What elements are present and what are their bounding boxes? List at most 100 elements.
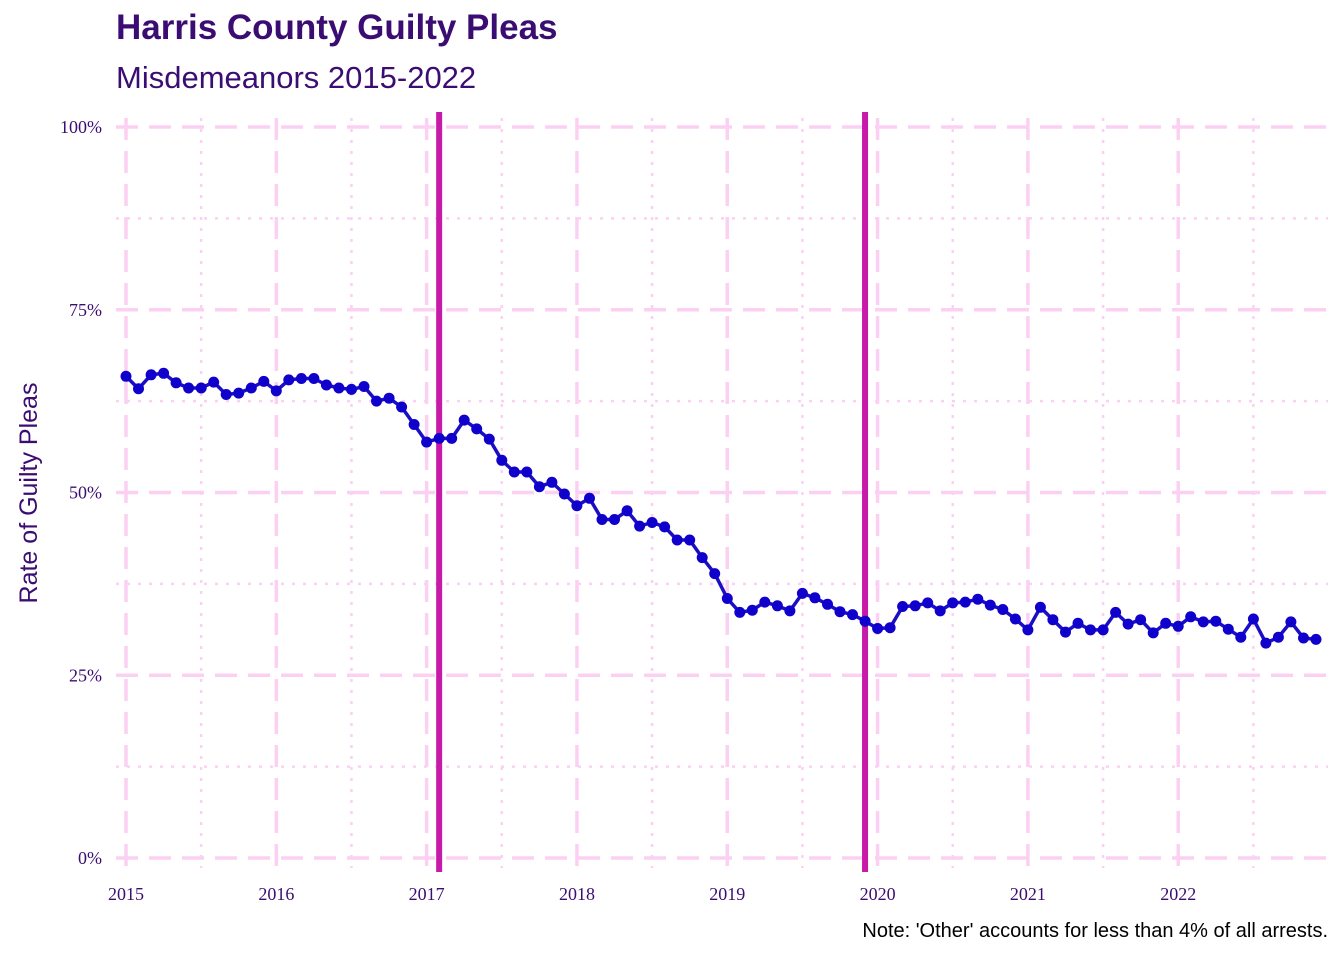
data-point (558, 488, 570, 500)
data-point (571, 500, 583, 512)
data-point (709, 568, 721, 580)
x-tick-label: 2019 (709, 884, 745, 904)
data-point (984, 599, 996, 611)
event-lines (436, 112, 869, 872)
chart-subtitle: Misdemeanors 2015-2022 (116, 60, 477, 95)
data-point (934, 605, 946, 617)
series-line (124, 371, 1317, 645)
data-point (859, 615, 871, 627)
data-point (521, 466, 533, 478)
data-point (1135, 614, 1147, 626)
data-point (1222, 623, 1234, 635)
data-point (922, 597, 934, 609)
data-point (972, 593, 984, 605)
data-point (1147, 627, 1159, 639)
series-line-path (124, 371, 1317, 645)
data-point (1085, 624, 1096, 636)
data-point (458, 414, 470, 426)
data-point (1072, 617, 1084, 629)
data-point (621, 505, 633, 517)
y-tick-label: 100% (60, 117, 102, 137)
data-point (158, 367, 170, 379)
data-point (245, 382, 257, 394)
data-point (546, 476, 558, 488)
data-point (947, 597, 959, 609)
x-tick-label: 2015 (108, 884, 144, 904)
x-axis-ticks: 2015 2016 2017 2018 2019 2020 2021 2022 (108, 884, 1196, 904)
data-point (320, 379, 332, 391)
data-point (421, 436, 433, 448)
data-point (847, 609, 858, 621)
x-tick-label: 2017 (409, 884, 445, 904)
y-axis-ticks: 0% 25% 50% 75% 100% (60, 117, 102, 868)
data-point (383, 392, 395, 404)
data-point (1197, 616, 1209, 628)
data-point (884, 622, 896, 634)
data-point (734, 606, 746, 618)
data-point (396, 401, 408, 413)
y-axis-title: Rate of Guilty Pleas (15, 383, 43, 604)
data-point (609, 514, 620, 525)
data-point (872, 623, 884, 634)
x-tick-label: 2022 (1160, 884, 1196, 904)
data-point (721, 593, 733, 604)
data-point (133, 383, 144, 395)
data-point (208, 376, 220, 388)
data-point (270, 385, 282, 397)
data-point (1272, 631, 1284, 643)
data-point (1260, 637, 1272, 649)
x-tick-label: 2021 (1010, 884, 1046, 904)
data-point (784, 605, 796, 617)
data-point (1060, 626, 1071, 638)
x-tick-label: 2016 (258, 884, 294, 904)
data-point (1122, 618, 1134, 630)
data-point (997, 604, 1009, 615)
data-point (120, 370, 132, 382)
data-point (195, 382, 207, 394)
data-point (508, 466, 520, 478)
data-point (371, 395, 382, 407)
data-point (696, 552, 708, 564)
data-point (258, 375, 270, 387)
data-point (1047, 614, 1059, 626)
data-point (684, 534, 696, 546)
data-point (1185, 611, 1197, 623)
data-point (646, 517, 658, 528)
data-point (1097, 624, 1109, 636)
data-point (809, 592, 821, 604)
data-point (346, 383, 357, 395)
data-point (533, 481, 545, 493)
y-tick-label: 50% (69, 483, 102, 503)
data-point (834, 606, 846, 618)
data-point (233, 387, 245, 399)
data-point (408, 419, 420, 430)
data-point (483, 433, 495, 445)
data-point (333, 382, 345, 394)
data-point (759, 596, 771, 608)
data-point (634, 520, 646, 532)
data-point (1285, 616, 1297, 628)
data-point (1160, 617, 1172, 629)
y-tick-label: 25% (69, 665, 102, 685)
data-point (1235, 631, 1247, 643)
data-point (596, 514, 608, 525)
data-point (1022, 624, 1034, 636)
data-point (746, 604, 758, 616)
data-point (308, 373, 320, 384)
data-point (496, 454, 508, 466)
chart-caption: Note: 'Other' accounts for less than 4% … (862, 920, 1328, 942)
data-point (796, 587, 808, 599)
data-point (1247, 613, 1259, 625)
data-point (1310, 633, 1322, 645)
y-tick-label: 0% (78, 848, 102, 868)
data-point (1210, 615, 1222, 627)
chart-title: Harris County Guilty Pleas (116, 8, 558, 47)
data-point (283, 374, 295, 386)
data-point (295, 373, 307, 384)
data-point (671, 534, 683, 546)
data-point (897, 601, 909, 612)
data-point (909, 600, 921, 612)
data-point (584, 492, 595, 504)
x-tick-label: 2020 (860, 884, 896, 904)
